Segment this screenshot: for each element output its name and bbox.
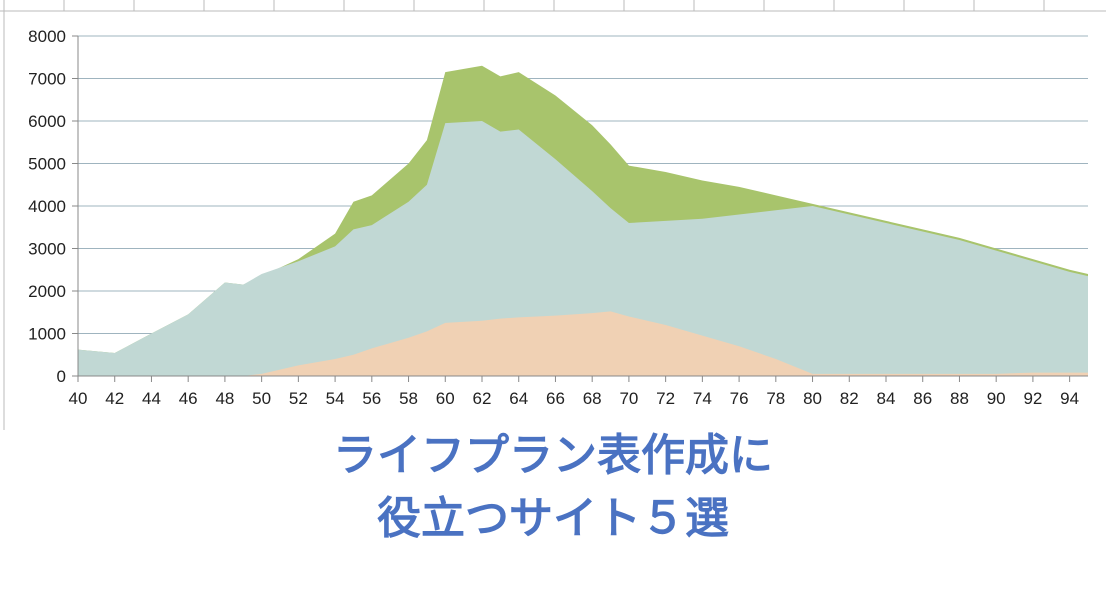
x-tick-label: 68 [583,389,602,408]
sheet-grid [0,0,1106,430]
area [78,121,1088,376]
x-tick-label: 52 [289,389,308,408]
x-tick-label: 50 [252,389,271,408]
y-tick-label: 7000 [28,70,66,89]
x-tick-label: 64 [509,389,528,408]
headline: ライフプラン表作成に [333,430,773,481]
x-tick-label: 48 [215,389,234,408]
y-tick-label: 1000 [28,325,66,344]
x-tick-label: 80 [803,389,822,408]
x-tick-label: 72 [656,389,675,408]
x-tick-label: 76 [730,389,749,408]
y-tick-label: 5000 [28,155,66,174]
plot: 0 1000 2000 3000 4000 5000 6000 7000 8000 40 42 44 4… [28,27,1088,408]
x-tick-label: 66 [546,389,565,408]
x-tick-label: 42 [105,389,124,408]
y-tick-label: 0 [57,367,66,386]
y-tick-label: 8000 [28,27,66,46]
y-tick-label: 2000 [28,282,66,301]
x-tick-label: 74 [693,389,712,408]
x-tick-label: 58 [399,389,418,408]
x-tick-label: 62 [473,389,492,408]
x-tick-label: 46 [179,389,198,408]
area [78,311,1088,376]
x-tick-label: 88 [950,389,969,408]
y-tick-label: 3000 [28,240,66,259]
x-tick-label: 86 [913,389,932,408]
headline: 役立つサイト５選 [377,493,729,544]
x-tick-label: 56 [362,389,381,408]
y-tick-label: 6000 [28,112,66,131]
x-tick-label: 90 [987,389,1006,408]
x-tick-label: 40 [69,389,88,408]
x-tick-label: 70 [619,389,638,408]
x-tick-label: 94 [1060,389,1079,408]
x-tick-label: 78 [766,389,785,408]
y-tick-label: 4000 [28,197,66,216]
x-tick-label: 92 [1023,389,1042,408]
x-tick-label: 82 [840,389,859,408]
x-tick-label: 84 [877,389,896,408]
x-tick-label: 54 [326,389,345,408]
x-tick-label: 60 [436,389,455,408]
x-tick-label: 44 [142,389,161,408]
